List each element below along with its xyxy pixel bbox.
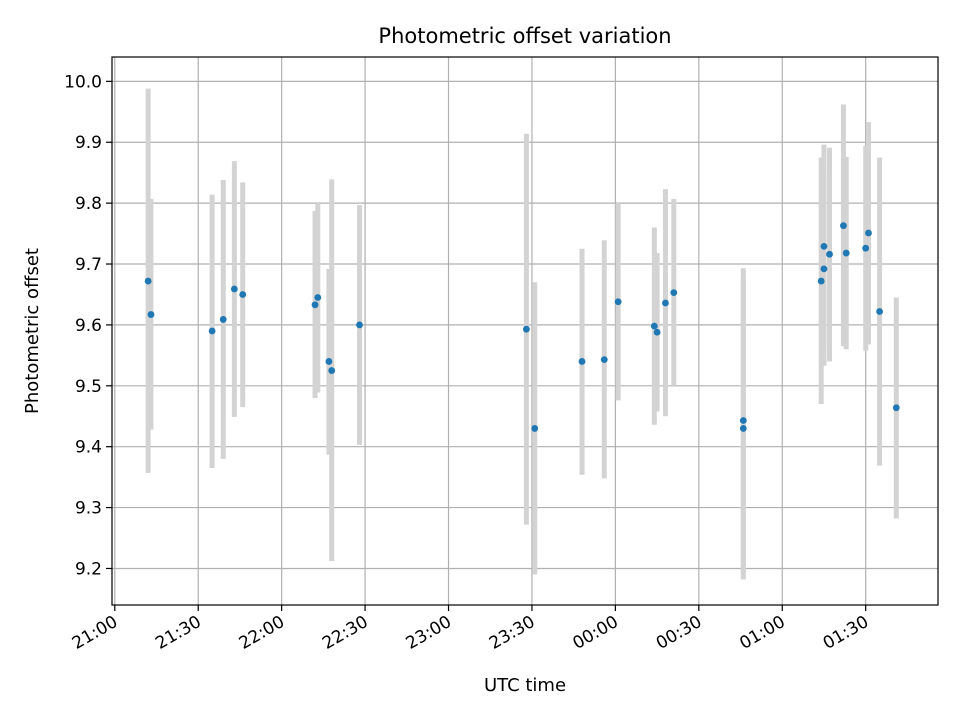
x-axis-title: UTC time (484, 675, 566, 696)
data-point (739, 425, 747, 432)
data-point (144, 277, 152, 285)
data-point (600, 356, 608, 364)
y-tick-label: 9.2 (75, 559, 102, 579)
data-point (892, 404, 900, 412)
y-axis-title: Photometric offset (22, 248, 43, 414)
plot-area-frame (111, 56, 939, 606)
y-tick-label: 9.5 (75, 377, 102, 397)
chart-title: Photometric offset variation (378, 24, 671, 48)
data-point (230, 285, 238, 293)
data-point (325, 358, 333, 365)
y-tick-label: 9.7 (75, 255, 102, 275)
data-point (147, 311, 155, 318)
data-point (328, 367, 336, 374)
data-point (208, 327, 216, 335)
data-point (862, 244, 870, 252)
data-point (826, 250, 833, 258)
data-point (840, 222, 847, 230)
y-tick-label: 9.3 (75, 499, 102, 519)
data-point (670, 289, 678, 297)
data-point (614, 298, 622, 306)
data-point (820, 242, 828, 250)
y-tick-label: 9.9 (75, 133, 102, 153)
data-point (876, 308, 883, 315)
data-point (239, 291, 247, 298)
y-axis-ticks: 9.2 9.3 9.4 9.5 9.6 9.7 9.8 9.9 10.0 (64, 72, 112, 579)
data-point (578, 358, 586, 365)
data-point (817, 277, 825, 285)
data-point (311, 301, 319, 309)
data-points (144, 222, 900, 432)
data-point (356, 321, 363, 329)
y-tick-label: 9.4 (75, 438, 102, 458)
data-point (662, 299, 669, 307)
data-point (820, 265, 828, 273)
data-point (522, 325, 530, 333)
data-point (653, 328, 661, 336)
data-point (314, 294, 322, 301)
data-point (531, 425, 539, 432)
data-point (842, 249, 850, 257)
data-point (739, 417, 747, 424)
data-point (219, 316, 227, 323)
y-tick-label: 9.8 (75, 194, 102, 214)
y-tick-label: 10.0 (64, 72, 102, 92)
data-point (865, 229, 872, 237)
data-point (650, 322, 658, 330)
y-tick-label: 9.6 (75, 316, 102, 336)
